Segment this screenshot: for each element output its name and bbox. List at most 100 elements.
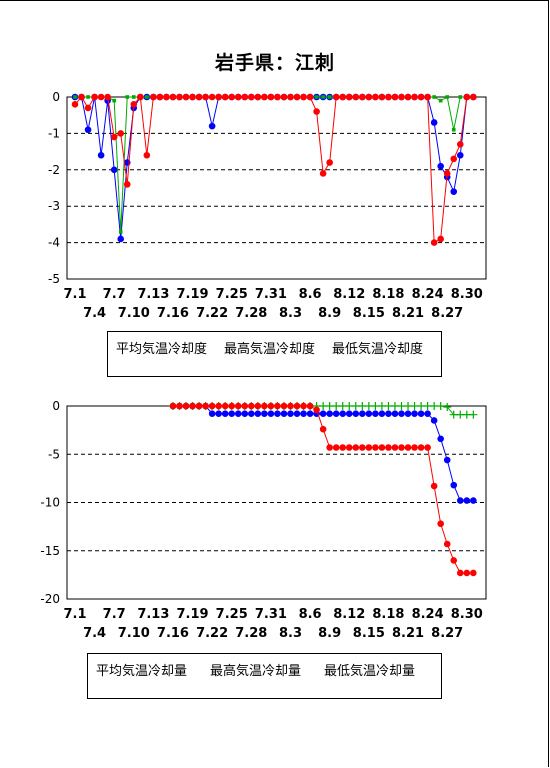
y-tick-label: -5 [48, 447, 60, 461]
x-tick-label: 7.4 [83, 306, 106, 321]
data-point [254, 410, 262, 418]
data-point [241, 402, 249, 410]
data-point [365, 444, 373, 451]
data-point [176, 402, 183, 410]
y-tick-label: -15 [40, 544, 60, 558]
data-point [458, 95, 463, 99]
data-point [385, 444, 392, 451]
data-point [195, 93, 203, 101]
data-point [404, 444, 412, 451]
data-point [208, 410, 216, 418]
data-point [443, 402, 452, 411]
x-tick-label: 7.22 [196, 626, 228, 641]
data-point [221, 93, 229, 101]
data-point [131, 95, 136, 99]
data-point [267, 410, 275, 418]
data-point [327, 95, 332, 99]
x-tick-label: 7.28 [235, 626, 267, 641]
y-tick-label: -20 [40, 592, 60, 606]
data-point [176, 93, 183, 101]
x-tick-label: 7.13 [137, 287, 169, 302]
data-point [104, 93, 111, 101]
data-point [314, 95, 319, 99]
data-point [110, 133, 118, 141]
data-point [417, 410, 425, 418]
x-tick-label: 7.10 [118, 626, 150, 641]
data-point [451, 127, 456, 132]
data-point [118, 229, 123, 234]
x-tick-label: 8.3 [279, 626, 302, 641]
data-point [117, 235, 125, 243]
data-point [385, 410, 392, 418]
data-point [443, 170, 451, 177]
x-tick-label: 8.21 [392, 626, 424, 641]
data-point [254, 93, 262, 101]
x-tick-label: 7.31 [255, 607, 287, 622]
y-tick-label: -3 [48, 199, 60, 213]
data-point [450, 557, 458, 564]
data-point [234, 402, 242, 410]
data-point [182, 402, 190, 410]
x-tick-label: 8.30 [451, 287, 483, 302]
data-point [169, 93, 177, 101]
data-point [150, 93, 157, 101]
data-point [372, 444, 379, 451]
data-point [91, 93, 98, 101]
data-point [436, 402, 445, 410]
data-point [287, 402, 294, 410]
plot-frame-1 [66, 405, 487, 600]
data-point [470, 93, 477, 101]
data-point [274, 93, 281, 101]
data-point [293, 402, 301, 410]
data-point [319, 425, 327, 433]
y-tick-label: -2 [48, 163, 60, 177]
y-tick-label: -1 [48, 126, 60, 140]
data-point [143, 151, 151, 159]
data-point [417, 93, 425, 101]
x-tick-label: 7.4 [83, 626, 106, 641]
x-tick-label: 8.12 [333, 287, 365, 302]
page-title: 岩手県：江刺 [214, 52, 335, 74]
legend-item-max-degree: 最高気温冷却度 [224, 342, 316, 357]
data-point [398, 93, 405, 101]
data-point [438, 98, 443, 103]
data-point [411, 444, 418, 451]
y-tick-label: -10 [40, 496, 60, 510]
data-point [339, 410, 347, 418]
data-point [391, 410, 399, 418]
data-point [378, 93, 386, 101]
data-point [234, 410, 242, 418]
data-point [321, 95, 325, 99]
data-point [202, 93, 209, 101]
data-point [300, 402, 307, 410]
data-point [430, 239, 438, 246]
legend-item-avg-amount: 平均気温冷却量 [96, 664, 188, 679]
series-line-1 [75, 96, 474, 232]
x-tick-label: 7.19 [177, 607, 209, 622]
data-point [123, 181, 131, 188]
data-point [437, 435, 444, 443]
data-point [195, 402, 203, 410]
data-point [169, 402, 177, 410]
y-tick-label: 0 [52, 399, 60, 413]
x-tick-label: 8.9 [318, 626, 341, 641]
data-point [280, 402, 288, 410]
data-point [110, 166, 118, 174]
x-tick-label: 7.22 [196, 306, 228, 321]
legend-item-min-amount: 最低気温冷却量 [324, 664, 416, 679]
data-point [130, 100, 138, 108]
data-point [228, 402, 236, 410]
data-point [261, 410, 268, 418]
data-point [463, 497, 471, 504]
data-point [424, 93, 431, 101]
data-point [261, 93, 268, 101]
data-point [391, 444, 399, 451]
data-point [84, 104, 92, 112]
data-point [163, 93, 170, 101]
data-point [424, 444, 431, 451]
data-point [365, 410, 373, 418]
data-point [248, 402, 255, 410]
data-point [339, 93, 347, 101]
data-point [450, 188, 458, 195]
data-point [470, 569, 477, 577]
